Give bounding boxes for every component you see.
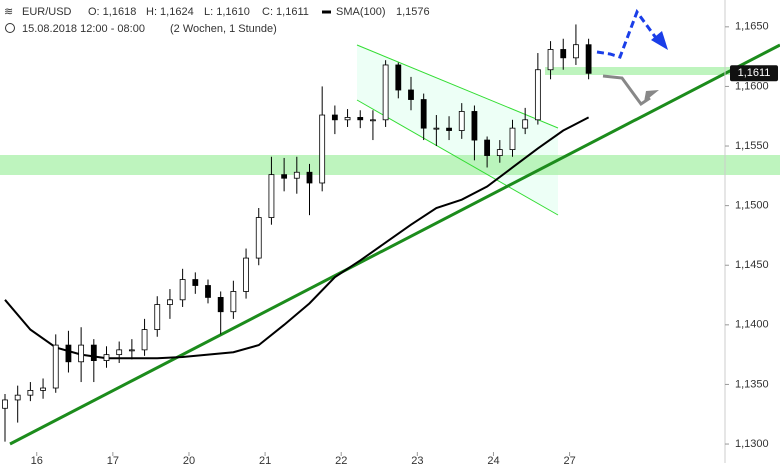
last-price-box (730, 65, 778, 82)
candle-body (344, 117, 351, 121)
y-tick-label: 1,1300 (735, 438, 769, 450)
candle-body (319, 114, 326, 184)
candle-body (408, 89, 414, 100)
candle-body (382, 64, 389, 121)
y-tick-label: 1,1550 (735, 140, 769, 152)
candle-body (128, 349, 135, 352)
candle-body (179, 279, 186, 301)
resistance-zone (545, 67, 730, 75)
scenario-arrowhead-alt (644, 90, 659, 102)
x-tick-label: 16 (31, 455, 43, 467)
scenario-arrow-alt (602, 74, 651, 107)
date-range: 15.08.2018 12:00 - 08:00 (22, 23, 145, 35)
y-tick-label: 1,1450 (735, 259, 769, 271)
candle-body (141, 329, 148, 351)
trend-line (9, 43, 780, 446)
candle-body (370, 119, 376, 122)
y-tick-label: 1,1350 (735, 378, 769, 390)
overlays (0, 8, 780, 446)
candle-body (243, 257, 249, 292)
y-tick-label: 1,1650 (735, 21, 769, 33)
candle-body (573, 44, 579, 59)
candle-body (534, 69, 541, 121)
x-tick-label: 27 (563, 455, 575, 467)
candle-body (255, 217, 262, 259)
symbol: EUR/USD (22, 6, 72, 18)
candle-body (27, 389, 34, 396)
y-tick-label: 1,1400 (735, 319, 769, 331)
candle-body (167, 299, 173, 305)
candle-body (2, 399, 8, 409)
high-value: H: 1,1624 (146, 6, 194, 18)
scenario-arrow-up (596, 8, 658, 59)
candle-body (52, 344, 59, 389)
channel-lower (356, 99, 559, 216)
candle-body (395, 64, 402, 91)
candle-body (217, 297, 224, 313)
candle-body (496, 149, 503, 156)
candle-body (420, 99, 427, 129)
candle-body (192, 279, 199, 286)
channel-upper (356, 44, 559, 129)
sma-value: 1,1576 (396, 6, 430, 18)
period: (2 Wochen, 1 Stunde) (170, 23, 277, 35)
x-tick-label: 23 (411, 455, 423, 467)
candle-body (471, 111, 478, 141)
candle-body (293, 171, 300, 179)
candle-body (306, 171, 313, 184)
bars-icon: ≋ (4, 6, 13, 18)
x-tick-label: 21 (259, 455, 271, 467)
candle-body (281, 174, 288, 179)
candle-body (14, 394, 21, 401)
scenario-arrowhead-up (651, 31, 668, 50)
y-tick-label: 1,1500 (735, 200, 769, 212)
candle-body (560, 49, 567, 59)
y-tick-label: 1,1600 (735, 80, 769, 92)
candle-body (585, 44, 592, 74)
x-tick-label: 17 (107, 455, 119, 467)
close-value: C: 1,1611 (262, 6, 309, 18)
support-zone (0, 155, 780, 175)
candle-body (331, 114, 338, 121)
candle-body (484, 139, 491, 156)
x-tick-label: 24 (487, 455, 499, 467)
candle-body (446, 127, 452, 131)
sma-legend: SMA(100) (336, 6, 386, 18)
clock-icon (5, 23, 15, 33)
candle-body (205, 285, 211, 298)
low-value: L: 1,1610 (204, 6, 250, 18)
candle-body (458, 111, 465, 131)
header: ≋ EUR/USD O: 1,1618 H: 1,1624 L: 1,1610 … (4, 6, 430, 35)
candle-body (268, 174, 275, 218)
candle-body (40, 387, 46, 391)
candle-body (357, 117, 364, 121)
last-price-label: 1,1611 (738, 67, 771, 79)
x-tick-label: 22 (335, 455, 347, 467)
sma-line (4, 116, 590, 360)
candle-body (78, 344, 85, 363)
candle-body (65, 344, 72, 363)
candle-body (433, 127, 440, 130)
x-tick-label: 20 (183, 455, 195, 467)
candle-body (230, 291, 237, 313)
candle-body (103, 354, 110, 361)
candle-body (547, 49, 554, 71)
candle-body (90, 344, 97, 361)
open-value: O: 1,1618 (88, 6, 136, 18)
candle-body (154, 304, 161, 331)
candle-body (522, 119, 529, 129)
candle-body (116, 349, 123, 356)
candle-body (509, 127, 516, 151)
